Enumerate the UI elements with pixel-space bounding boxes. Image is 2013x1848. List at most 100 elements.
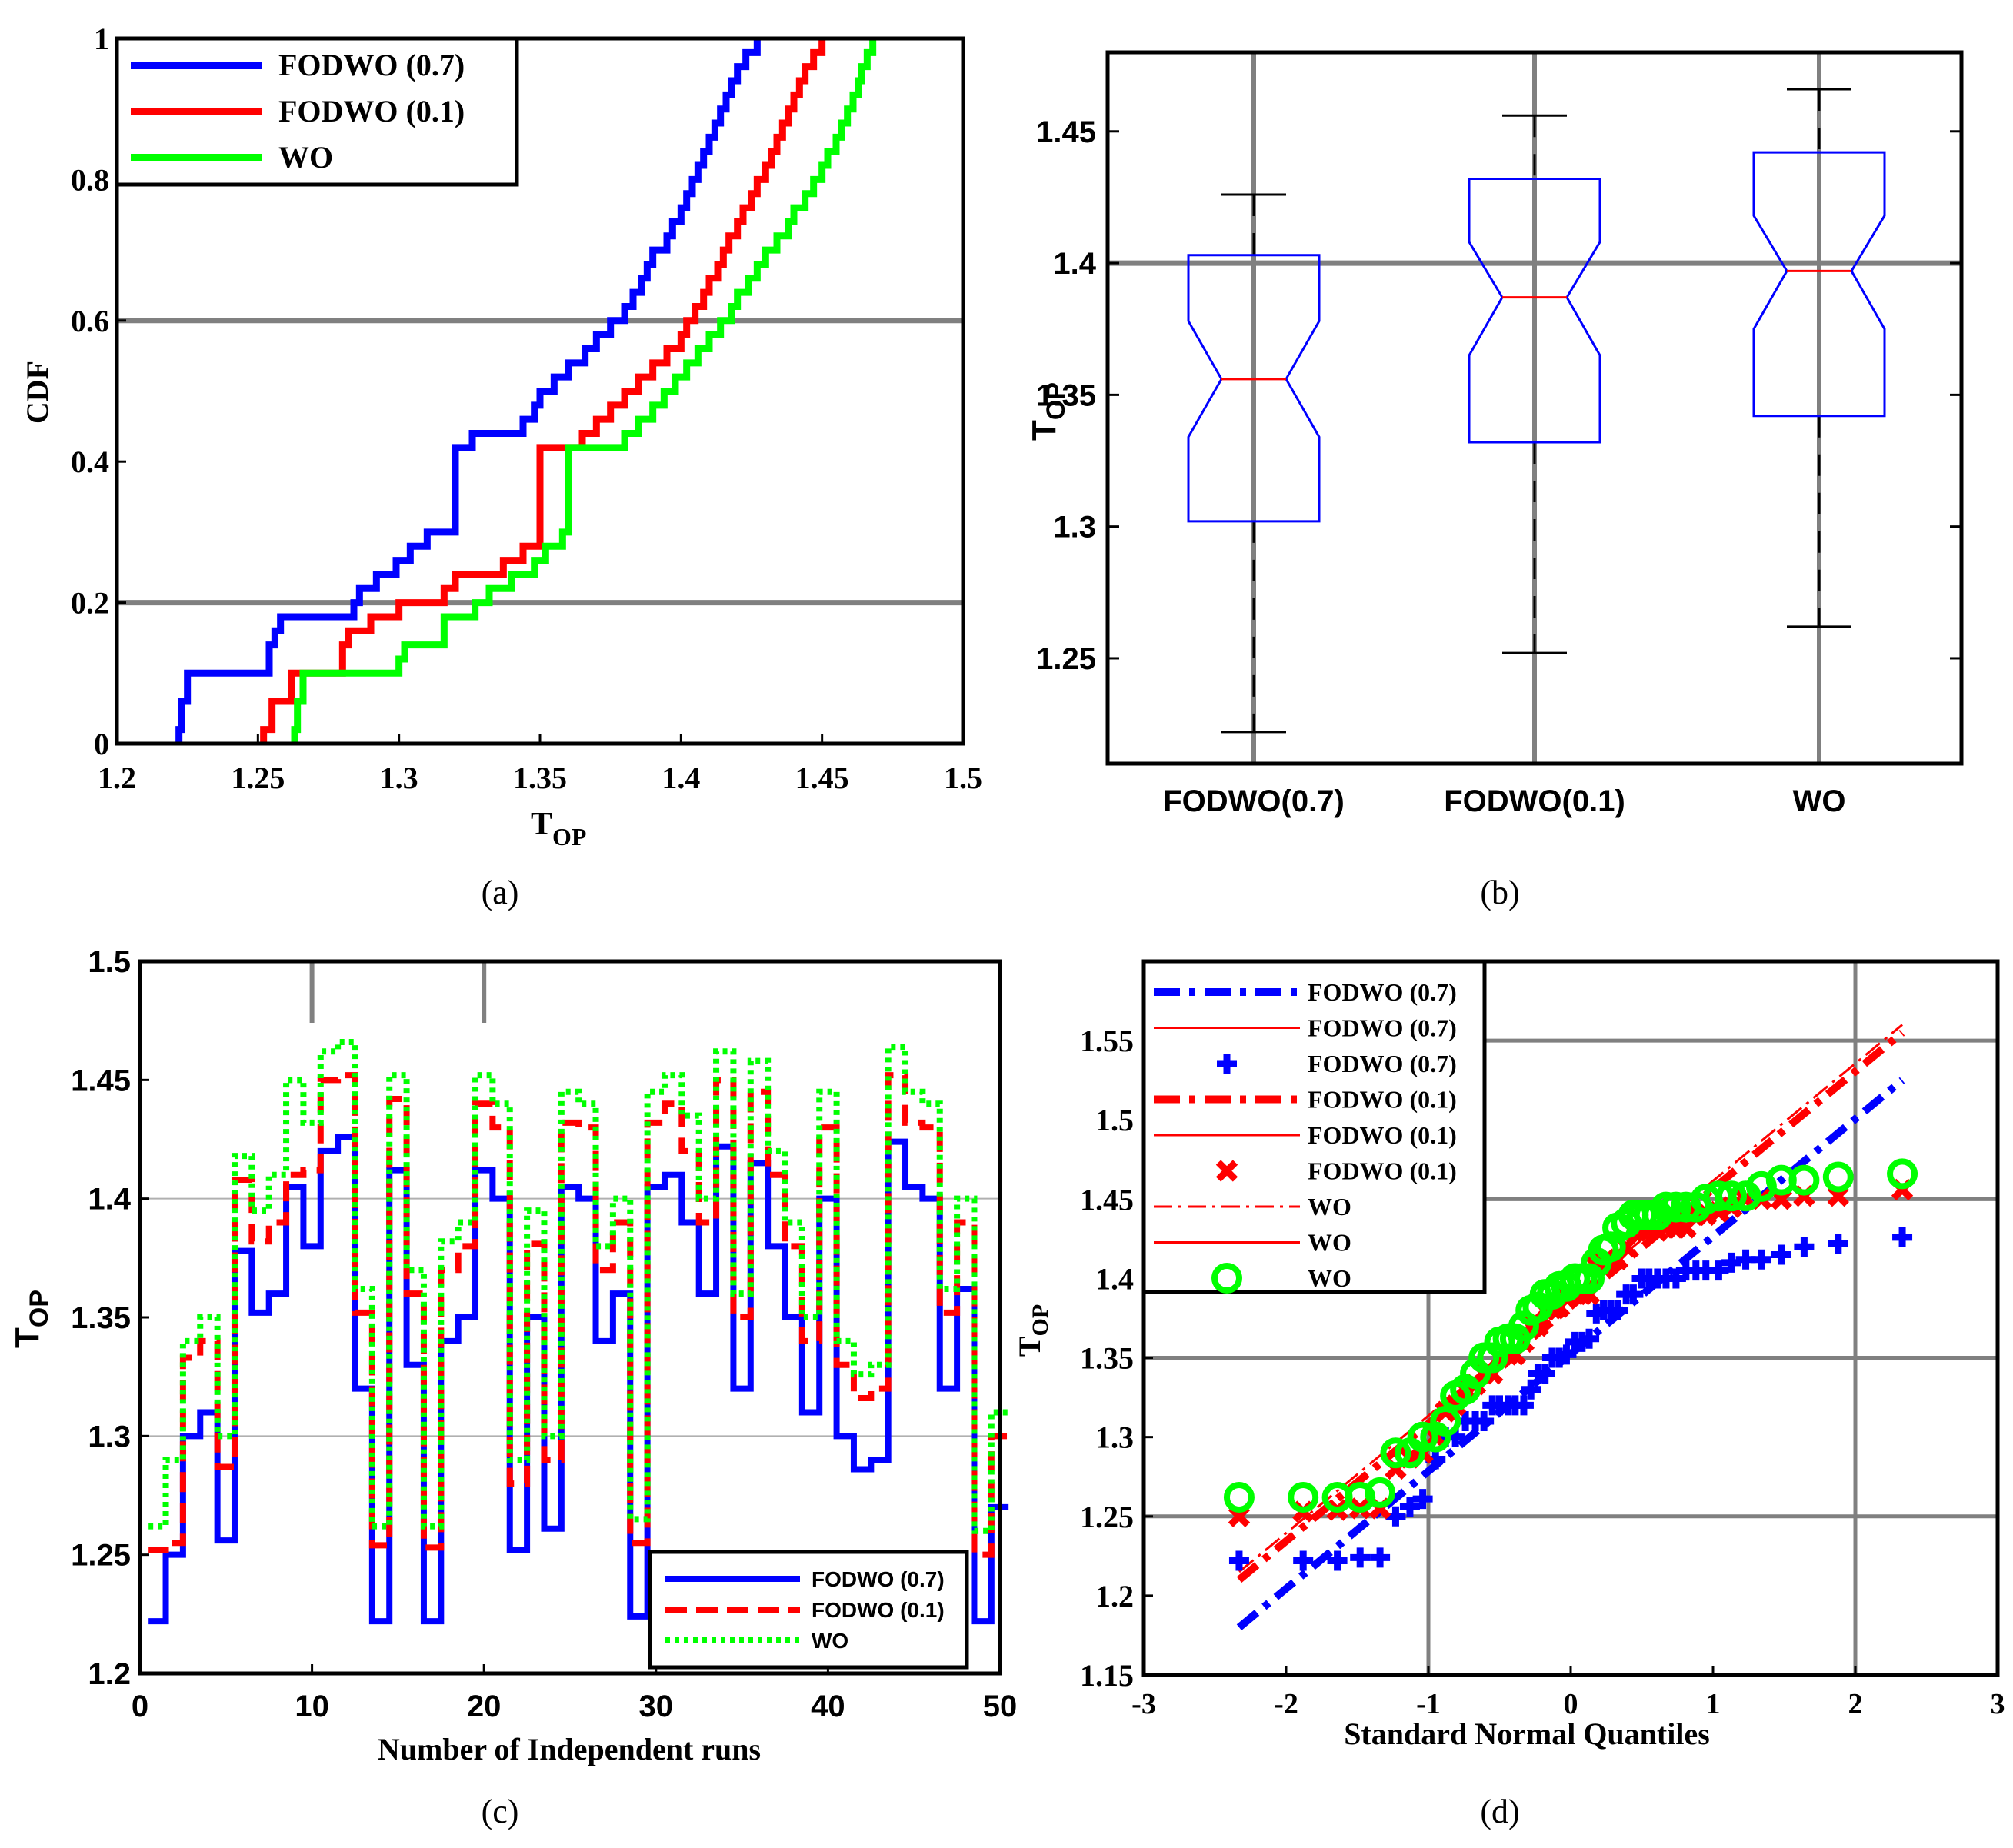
y-tick-label: 1.35 — [1080, 1341, 1134, 1376]
x-tick-label: 3 — [1991, 1688, 2005, 1720]
panel-c-runs-chart: 0 10 20 30 40 50 1.2 1.25 1.3 1.35 1.4 1.45 1.5 FODW… — [8, 945, 1017, 1830]
marker-circle — [1822, 1161, 1854, 1193]
x-tick-label: 40 — [811, 1690, 845, 1723]
y-tick-label: 1.55 — [1080, 1024, 1134, 1058]
x-tick-label: 50 — [983, 1690, 1018, 1723]
panel-b-ylabel: TOP — [1025, 382, 1071, 441]
marker-plus — [1794, 1237, 1815, 1257]
x-tick-label: 1 — [1706, 1688, 1721, 1720]
panel-a-xlabel: TOP — [531, 807, 586, 851]
legend-label: WO — [1308, 1229, 1351, 1257]
legend-label: FODWO (0.1) — [1308, 1157, 1457, 1185]
panel-b-boxplot: FODWO(0.7) FODWO(0.1) WO 1.25 1.3 1.35 1.4 1.45… — [1025, 50, 1964, 911]
x-tick-label: 30 — [639, 1690, 674, 1723]
marker-plus — [1513, 1395, 1534, 1416]
marker-plus — [1892, 1227, 1913, 1247]
marker-plus — [1474, 1411, 1495, 1432]
panel-d-ylabel: TOP — [1012, 1304, 1053, 1357]
x-tick-label: 1.45 — [795, 761, 849, 795]
x-tick-label: -3 — [1131, 1688, 1156, 1720]
y-tick-label: 1.15 — [1080, 1658, 1134, 1693]
cdf-line-wo — [291, 38, 877, 744]
x-tick-label: 1.3 — [380, 761, 418, 795]
marker-plus — [1608, 1300, 1628, 1320]
category-label-fodwo-0-1: FODWO(0.1) — [1444, 784, 1625, 818]
marker-circle — [1716, 1180, 1748, 1212]
run-line-wo — [148, 1038, 1009, 1534]
caption-b: (b) — [1480, 874, 1519, 911]
panel-d-legend: FODWO (0.7) FODWO (0.7) FODWO (0.7) FODWO (… — [1141, 959, 1487, 1294]
legend-label-fodwo-07: FODWO (0.7) — [812, 1567, 945, 1591]
x-tick-label: 1.4 — [662, 761, 700, 795]
marker-plus — [1521, 1379, 1541, 1400]
marker-circle — [1460, 1358, 1491, 1390]
y-tick-label: 1.35 — [1036, 378, 1096, 412]
y-tick-label: 1.25 — [1080, 1500, 1134, 1534]
x-tick-label: 1.25 — [231, 761, 285, 795]
panel-b-ylabel-sub: OP — [1041, 382, 1071, 420]
reference-line-wo — [1238, 1024, 1904, 1573]
panel-d-ylabel-main: T — [1012, 1336, 1047, 1357]
y-tick-label: 0 — [94, 727, 109, 761]
panel-a-xlabel-main: T — [531, 807, 552, 842]
y-tick-label: 1.4 — [88, 1183, 131, 1217]
y-tick-label: 1.2 — [1095, 1579, 1134, 1613]
panel-c-ylabel-sub: OP — [25, 1290, 54, 1327]
marker-circle — [1660, 1191, 1691, 1223]
run-line-fodwo-0-7 — [148, 1134, 1009, 1625]
marker-circle — [1407, 1421, 1438, 1453]
notched-box-wo — [1752, 151, 1886, 418]
notched-box-fodwo-0-1 — [1468, 177, 1601, 444]
legend-label-fodwo-07: FODWO (0.7) — [278, 48, 465, 82]
y-tick-label: 1.5 — [1095, 1103, 1134, 1137]
panel-d-xlabel: Standard Normal Quantiles — [1344, 1716, 1710, 1751]
y-tick-label: 1.5 — [88, 945, 131, 979]
legend-label: FODWO (0.7) — [1308, 1050, 1457, 1077]
x-tick-label: 0 — [132, 1690, 148, 1723]
marker-circle — [1650, 1191, 1681, 1223]
legend-label-wo: WO — [812, 1629, 848, 1653]
panel-d-legend-box — [1141, 959, 1487, 1294]
marker-plus — [1412, 1489, 1433, 1510]
panel-b-axes-frame — [1105, 50, 1964, 766]
marker-circle — [1574, 1263, 1605, 1294]
marker-plus — [1399, 1497, 1420, 1517]
category-label-wo: WO — [1793, 784, 1846, 818]
marker-plus — [1535, 1364, 1555, 1384]
marker-circle — [1788, 1164, 1820, 1196]
marker-circle — [1365, 1477, 1396, 1508]
marker-plus — [1370, 1547, 1391, 1568]
y-tick-label: 0.2 — [71, 586, 109, 621]
y-tick-label: 1.4 — [1053, 247, 1096, 281]
legend-marker-plus — [1217, 1054, 1237, 1074]
y-tick-label: 1.35 — [71, 1301, 131, 1335]
panel-d-ylabel-sub: OP — [1028, 1304, 1053, 1337]
panel-b-ylabel-main: T — [1025, 420, 1063, 441]
panel-a-ylabel: CDF — [20, 361, 55, 424]
marker-plus — [1350, 1547, 1371, 1568]
y-tick-label: 0.4 — [71, 445, 109, 479]
caption-c: (c) — [482, 1793, 519, 1830]
marker-plus — [1228, 1550, 1249, 1571]
y-tick-label: 1.45 — [1036, 115, 1096, 149]
y-tick-label: 1 — [94, 22, 109, 56]
caption-d: (d) — [1480, 1793, 1519, 1830]
marker-circle — [1345, 1482, 1376, 1513]
x-tick-label: 2 — [1848, 1688, 1863, 1720]
marker-circle — [1380, 1437, 1411, 1469]
x-tick-label: -1 — [1416, 1688, 1441, 1720]
y-tick-label: 1.3 — [88, 1420, 131, 1453]
marker-circle — [1887, 1158, 1918, 1190]
panel-c-xlabel: Number of Independent runs — [378, 1732, 761, 1766]
marker-plus — [1771, 1244, 1791, 1265]
legend-label-fodwo-01: FODWO (0.1) — [812, 1598, 945, 1622]
y-tick-label: 0.8 — [71, 162, 109, 197]
marker-circle — [1430, 1406, 1461, 1437]
legend-label: FODWO (0.7) — [1308, 1014, 1457, 1042]
panel-c-ylabel: TOP — [8, 1290, 54, 1348]
panel-a-xlabel-sub: OP — [552, 823, 586, 851]
legend-label: WO — [1308, 1264, 1351, 1292]
x-tick-label: 1.2 — [98, 761, 136, 795]
caption-a: (a) — [482, 874, 519, 911]
y-tick-label: 1.2 — [88, 1657, 131, 1691]
